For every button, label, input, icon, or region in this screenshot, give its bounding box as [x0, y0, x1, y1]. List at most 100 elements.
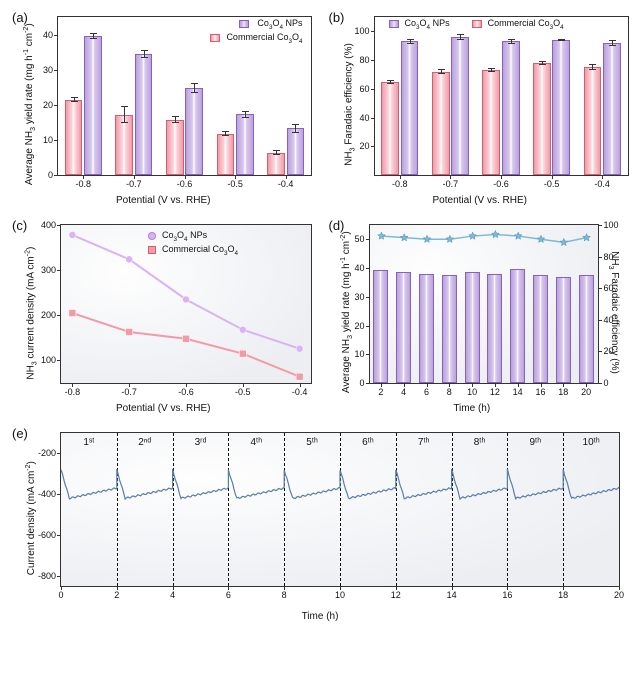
tick: 2	[105, 590, 129, 600]
tick: 6	[216, 590, 240, 600]
tick: -0.6	[489, 179, 513, 189]
tick: 0	[49, 590, 73, 600]
tick: 4	[392, 387, 416, 397]
tick: 8	[272, 590, 296, 600]
ylabel-d-left: Average NH3 yield rate (mg h-1 cm-2)	[339, 233, 353, 393]
tick: 12	[483, 387, 507, 397]
tick: 0	[604, 378, 609, 388]
xlabel-e: Time (h)	[10, 611, 630, 622]
tick: 40	[354, 263, 364, 273]
tick: 60	[359, 84, 369, 94]
tick: 2	[369, 387, 393, 397]
tick: -600	[38, 530, 56, 540]
legend-b: Co3O4 NPs Commercial Co3O4	[389, 18, 564, 31]
bar	[381, 82, 399, 175]
tick: -0.7	[117, 387, 141, 397]
ylabel-b: NH3 Faradaic efficiency (%)	[343, 30, 356, 180]
marker-square-icon	[148, 246, 156, 254]
panel-tag-e: (e)	[12, 426, 28, 441]
tick: 200	[41, 310, 56, 320]
bar	[135, 54, 153, 175]
legend-b-0: Co3O4 NPs	[405, 18, 450, 31]
bar	[482, 70, 500, 175]
tick: 20	[604, 346, 614, 356]
bar	[584, 67, 602, 175]
legend-c2: Commercial Co3O4	[148, 244, 238, 257]
panel-d: (d) Average NH3 yield rate (mg h-1 cm-2)…	[327, 216, 634, 416]
tick: 18	[551, 590, 575, 600]
tick: 80	[604, 252, 614, 262]
tick: 12	[384, 590, 408, 600]
panel-tag-d: (d)	[329, 218, 345, 233]
bar	[267, 153, 285, 175]
legend-a-0: Co3O4 NPs	[257, 18, 302, 31]
tick: 8	[437, 387, 461, 397]
tick: 20	[607, 590, 631, 600]
tick: 20	[574, 387, 598, 397]
tick: 10	[43, 135, 53, 145]
tick: 50	[354, 234, 364, 244]
bar	[84, 36, 102, 175]
tick: 10	[328, 590, 352, 600]
tick: 40	[604, 315, 614, 325]
panel-a: (a) Average NH3 yield rate (mg h-1 cm-2)…	[10, 8, 317, 208]
tick: -0.7	[438, 179, 462, 189]
swatch-pink-icon-b	[472, 20, 482, 28]
tick: 400	[41, 220, 56, 230]
xlabel-d: Time (h)	[311, 403, 634, 414]
tick: 18	[551, 387, 575, 397]
tick: 80	[359, 55, 369, 65]
bar	[603, 43, 621, 175]
tick: 30	[43, 65, 53, 75]
tick: 300	[41, 265, 56, 275]
tick: 20	[43, 100, 53, 110]
tick: 4	[161, 590, 185, 600]
bar	[502, 41, 520, 175]
legend-a-1: Commercial Co3O4	[226, 32, 302, 45]
tick: 14	[506, 387, 530, 397]
tick: -0.4	[288, 387, 312, 397]
tick: 16	[529, 387, 553, 397]
bar	[166, 120, 184, 175]
swatch-purple-icon-b	[389, 20, 399, 28]
bar	[451, 37, 469, 175]
panel-tag-a: (a)	[12, 10, 28, 25]
tick: -0.5	[223, 179, 247, 189]
tick: 100	[604, 220, 619, 230]
tick: -0.8	[388, 179, 412, 189]
bar	[236, 114, 254, 175]
bar	[217, 134, 235, 175]
tick: 20	[354, 321, 364, 331]
xlabel-a: Potential (V vs. RHE)	[10, 195, 317, 206]
tick: -800	[38, 571, 56, 581]
tick: -0.4	[274, 179, 298, 189]
panel-c: (c) NH3 current density (mA cm-2) 100200…	[10, 216, 317, 416]
panel-e: (e) Current density (mA cm-2) -800-600-4…	[10, 424, 630, 624]
tick: 14	[440, 590, 464, 600]
tick: 16	[495, 590, 519, 600]
plot-area-d: 010203040500204060801002468101214161820	[369, 224, 599, 384]
tick: 100	[41, 355, 56, 365]
tick: 0	[48, 170, 53, 180]
row-1: (a) Average NH3 yield rate (mg h-1 cm-2)…	[10, 8, 633, 208]
tick: 40	[43, 30, 53, 40]
tick: -200	[38, 448, 56, 458]
tick: -0.8	[71, 179, 95, 189]
ylabel-a: Average NH3 yield rate (mg h-1 cm-2)	[23, 25, 37, 185]
tick: 10	[460, 387, 484, 397]
tick: -400	[38, 489, 56, 499]
bar	[552, 40, 570, 175]
bar	[65, 100, 83, 175]
xlabel-c: Potential (V vs. RHE)	[10, 403, 317, 414]
panel-tag-c: (c)	[12, 218, 27, 233]
bar	[401, 41, 419, 175]
tick: -0.7	[122, 179, 146, 189]
tick: 100	[354, 26, 369, 36]
panel-tag-b: (b)	[329, 10, 345, 25]
tick: -0.6	[174, 387, 198, 397]
bar	[185, 88, 203, 175]
tick: 20	[359, 141, 369, 151]
tick: 40	[359, 113, 369, 123]
legend-c-1: Commercial Co3O4	[162, 244, 238, 257]
panel-b: (b) NH3 Faradaic efficiency (%) 20 40 60 80…	[327, 8, 634, 208]
